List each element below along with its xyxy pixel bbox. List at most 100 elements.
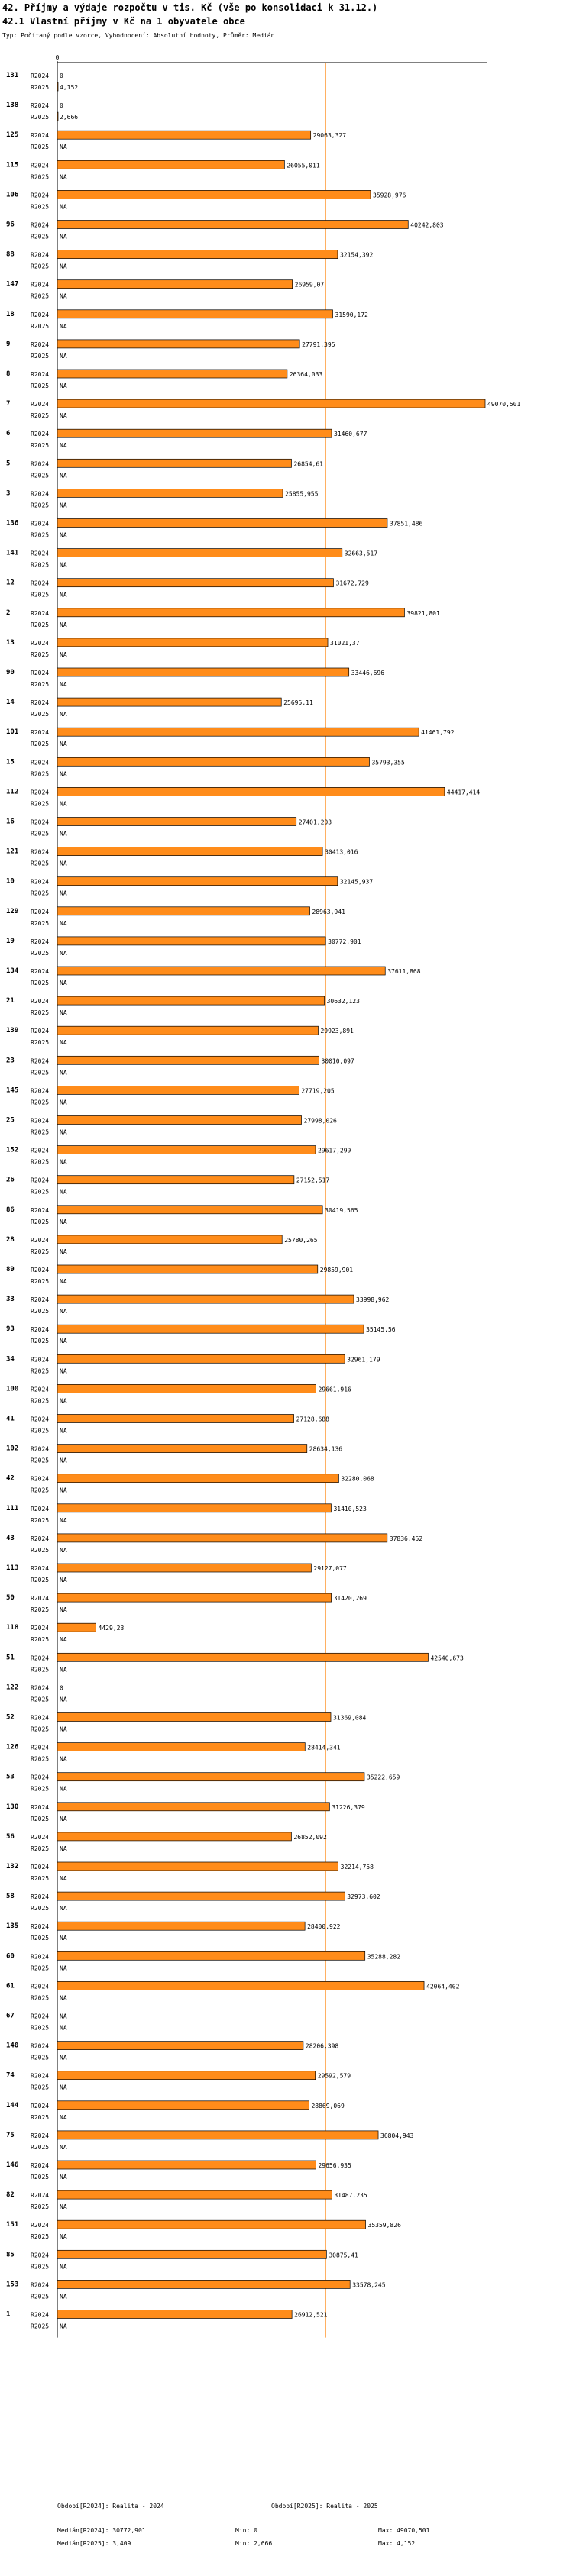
series-label: R2024 [31,521,49,528]
bar [57,906,310,916]
data-label: NA [60,2025,67,2032]
category-label: 75 [6,2132,15,2139]
category-label: 61 [6,1982,15,1990]
data-label: 33578,245 [352,2281,386,2288]
bar [57,1652,429,1662]
bar [57,727,419,737]
data-label: 27998,026 [304,1118,338,1125]
data-label: 0 [60,102,63,109]
bar [57,1384,316,1393]
series-label: R2025 [31,1845,49,1852]
series-label: R2025 [31,1875,49,1882]
data-label: 32154,392 [340,252,374,259]
data-label: 26852,092 [293,1834,327,1841]
data-label: NA [60,2055,67,2061]
data-label: NA [60,890,67,897]
series-label: R2024 [31,1774,49,1781]
data-label: NA [60,950,67,957]
chart-info: Typ: Počítaný podle vzorce, Vyhodnocení:… [2,32,275,39]
data-label: NA [60,711,67,718]
category-label: 118 [6,1624,18,1632]
series-label: R2025 [31,2114,49,2121]
series-label: R2024 [31,2013,49,2020]
series-label: R2024 [31,909,49,915]
data-label: 42064,402 [426,1983,460,1990]
category-label: 41 [6,1416,15,1423]
series-label: R2024 [31,1296,49,1303]
data-label: 32961,179 [347,1356,380,1363]
category-label: 151 [6,2221,18,2229]
series-label: R2024 [31,759,49,766]
data-label: 30632,123 [327,998,361,1005]
category-label: 146 [6,2161,18,2169]
series-label: R2024 [31,1416,49,1423]
data-label: 35288,282 [367,1953,401,1960]
category-label: 19 [6,938,15,945]
data-label: NA [60,1487,67,1494]
series-label: R2024 [31,2132,49,2139]
category-label: 111 [6,1505,18,1512]
data-label: NA [60,592,67,599]
data-label: 36804,943 [380,2132,414,2139]
category-label: 82 [6,2191,15,2199]
series-label: R2024 [31,252,49,259]
series-label: R2024 [31,699,49,706]
category-label: 141 [6,550,18,557]
data-label: NA [60,2203,67,2210]
category-label: 93 [6,1325,15,1333]
series-label: R2025 [31,323,49,330]
series-label: R2025 [31,1338,49,1344]
bar [57,1622,96,1632]
series-label: R2025 [31,1964,49,1971]
bar [57,548,343,557]
data-label: 35928,976 [373,192,406,199]
data-label: 35793,355 [371,759,405,766]
series-label: R2025 [31,1994,49,2001]
category-label: 21 [6,997,15,1005]
bar [57,489,283,498]
data-label: NA [60,1189,67,1196]
data-label: 28400,922 [307,1923,341,1930]
category-label: 125 [6,131,18,139]
series-label: R2024 [31,610,49,617]
bar [57,220,409,229]
category-label: 67 [6,2013,15,2020]
data-label: 26364,033 [290,371,323,378]
series-label: R2024 [31,1804,49,1811]
series-label: R2024 [31,1923,49,1930]
series-label: R2025 [31,950,49,957]
series-label: R2025 [31,1457,49,1464]
series-label: R2025 [31,2233,49,2240]
series-label: R2025 [31,562,49,569]
series-label: R2025 [31,442,49,449]
series-label: R2025 [31,1069,49,1076]
category-label: 43 [6,1535,15,1542]
series-label: R2024 [31,1506,49,1512]
category-label: 8 [6,370,10,378]
category-label: 53 [6,1774,15,1781]
series-label: R2024 [31,670,49,676]
bar [57,757,370,767]
data-label: 4,152 [60,84,78,91]
bar [57,787,445,796]
category-label: 140 [6,2042,18,2050]
data-label: NA [60,980,67,986]
category-label: 10 [6,878,15,886]
bar [57,1205,323,1215]
data-label: 40242,803 [410,222,444,229]
bar [57,190,371,199]
series-label: R2024 [31,490,49,497]
data-label: NA [60,562,67,569]
series-label: R2025 [31,1308,49,1315]
data-label: 27719,205 [301,1087,335,1094]
bar [57,1086,299,1095]
data-label: 28206,398 [306,2043,339,2050]
data-label: 32663,517 [345,550,378,557]
data-label: NA [60,353,67,360]
data-label: NA [60,1099,67,1106]
category-label: 51 [6,1654,15,1661]
data-label: 33446,696 [351,670,385,676]
data-label: NA [60,920,67,927]
category-label: 126 [6,1744,18,1751]
category-label: 33 [6,1296,15,1303]
